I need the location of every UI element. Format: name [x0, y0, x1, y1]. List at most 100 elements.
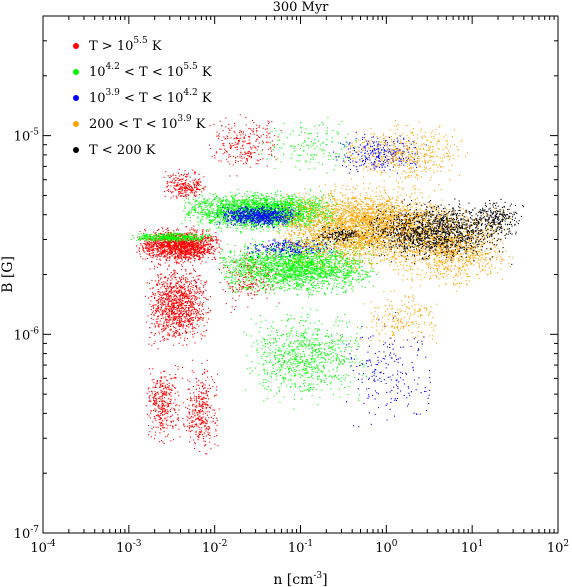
data-point — [154, 434, 156, 436]
data-point — [162, 253, 164, 255]
data-point — [161, 315, 163, 317]
data-point — [163, 301, 165, 303]
data-point — [206, 235, 208, 237]
data-point — [180, 294, 182, 296]
data-point — [174, 187, 176, 189]
data-point — [138, 249, 140, 251]
data-point — [207, 395, 209, 397]
data-point — [168, 235, 170, 237]
data-point — [139, 239, 141, 241]
data-point — [167, 236, 169, 238]
data-point — [149, 268, 151, 270]
data-point — [190, 251, 192, 253]
data-point — [201, 292, 203, 294]
data-point — [183, 234, 185, 236]
data-point — [162, 250, 164, 252]
data-point — [198, 390, 200, 392]
data-point — [194, 251, 196, 253]
data-point — [241, 286, 243, 288]
data-point — [201, 253, 203, 255]
data-point — [202, 403, 204, 405]
data-point — [183, 239, 185, 241]
data-point — [176, 404, 178, 406]
data-point — [161, 226, 163, 228]
data-point — [204, 421, 206, 423]
data-point — [181, 252, 183, 254]
data-point — [204, 404, 206, 406]
data-point — [144, 230, 146, 232]
data-point — [161, 237, 163, 239]
data-point — [189, 282, 191, 284]
data-point — [179, 251, 181, 253]
data-point — [181, 237, 183, 239]
data-point — [193, 250, 195, 252]
data-point — [174, 315, 176, 317]
data-point — [200, 244, 202, 246]
data-point — [190, 243, 192, 245]
data-point — [247, 201, 249, 203]
data-point — [158, 247, 160, 249]
data-point — [178, 242, 180, 244]
data-point — [163, 394, 165, 396]
data-point — [189, 322, 191, 324]
data-point — [263, 275, 265, 277]
data-point — [211, 156, 213, 158]
data-point — [149, 431, 151, 433]
data-point — [145, 246, 147, 248]
data-point — [203, 388, 205, 390]
data-point — [165, 311, 167, 313]
data-point — [195, 239, 197, 241]
data-point — [157, 249, 159, 251]
data-point — [163, 243, 165, 245]
data-point — [174, 255, 176, 257]
data-point — [177, 301, 179, 303]
data-point — [320, 202, 322, 204]
data-point — [192, 336, 194, 338]
data-point — [189, 331, 191, 333]
data-point — [192, 416, 194, 418]
data-point — [244, 283, 246, 285]
data-point — [157, 407, 159, 409]
data-point — [159, 421, 161, 423]
data-point — [242, 144, 244, 146]
data-point — [144, 240, 146, 242]
data-point — [155, 312, 157, 314]
data-point — [171, 323, 173, 325]
data-point — [166, 260, 168, 262]
data-point — [169, 253, 171, 255]
data-point — [193, 309, 195, 311]
data-point — [204, 186, 206, 188]
data-point — [183, 293, 185, 295]
data-point — [180, 302, 182, 304]
data-point — [197, 319, 199, 321]
data-point — [164, 413, 166, 415]
data-point — [182, 417, 184, 419]
data-point — [168, 319, 170, 321]
data-point — [176, 183, 178, 185]
data-point — [199, 236, 201, 238]
data-point — [149, 238, 151, 240]
data-point — [266, 272, 268, 274]
data-point — [154, 390, 156, 392]
data-point — [153, 323, 155, 325]
data-point — [326, 219, 328, 221]
data-point — [138, 247, 140, 249]
data-point — [249, 207, 251, 209]
data-point — [172, 305, 174, 307]
data-point — [263, 282, 265, 284]
data-point — [161, 440, 163, 442]
data-point — [173, 237, 175, 239]
data-point — [167, 229, 169, 231]
data-point — [199, 248, 201, 250]
data-point — [173, 239, 175, 241]
data-point — [182, 323, 184, 325]
data-point — [173, 238, 175, 240]
data-point — [161, 407, 163, 409]
data-point — [167, 299, 169, 301]
data-point — [195, 229, 197, 231]
data-point — [210, 405, 212, 407]
data-point — [195, 185, 197, 187]
data-point — [159, 400, 161, 402]
data-point — [198, 203, 200, 205]
data-point — [151, 236, 153, 238]
